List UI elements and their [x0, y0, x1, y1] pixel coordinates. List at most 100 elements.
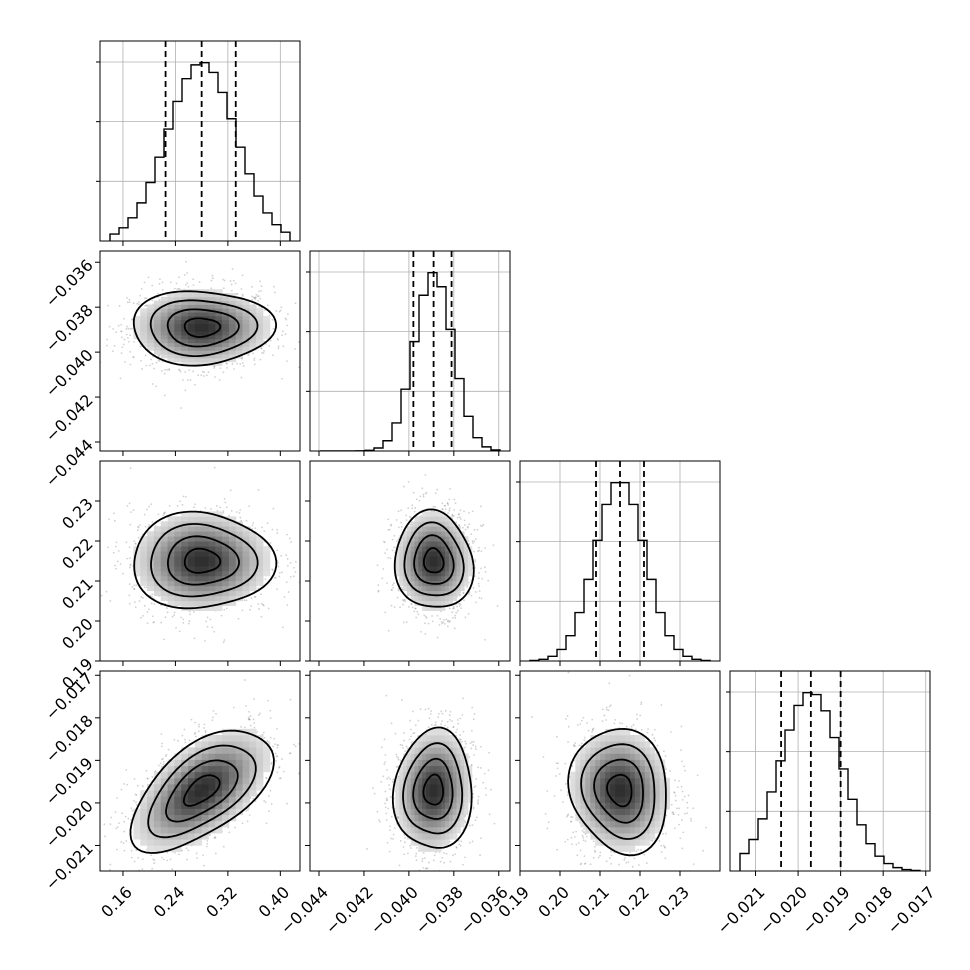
sample-point — [448, 507, 451, 510]
density-cell — [188, 296, 196, 302]
sample-point — [390, 588, 393, 591]
sample-point — [137, 303, 140, 305]
sample-point — [143, 281, 146, 284]
density-cell — [242, 546, 250, 552]
density-cell — [167, 595, 175, 602]
sample-point — [185, 495, 187, 498]
density-cell — [249, 541, 257, 547]
sample-point — [151, 615, 154, 618]
sample-point — [463, 599, 465, 602]
density-cell — [235, 590, 243, 597]
sample-point — [128, 546, 131, 549]
sample-point — [239, 509, 242, 511]
sample-point — [213, 466, 216, 469]
density-cell — [147, 551, 155, 557]
density-cell — [222, 346, 230, 351]
sample-point — [153, 603, 156, 606]
density-cell — [215, 342, 223, 347]
density-cell — [235, 335, 243, 340]
sample-point — [124, 361, 126, 363]
sample-point — [223, 279, 226, 282]
density-cell — [215, 590, 223, 597]
density-cell — [215, 516, 223, 522]
sample-point — [134, 601, 136, 603]
density-cell — [222, 327, 230, 332]
density-cell — [167, 541, 175, 547]
density-cell — [256, 338, 264, 344]
density-cell — [418, 565, 423, 572]
density-cell — [188, 546, 196, 552]
sample-point — [266, 522, 269, 525]
density-cell — [188, 293, 196, 298]
sample-point — [146, 622, 149, 625]
sample-point — [215, 505, 218, 507]
density-cell — [147, 338, 155, 344]
density-cell — [174, 590, 182, 597]
density-cell — [194, 361, 203, 367]
sample-point — [390, 524, 393, 527]
density-cell — [263, 565, 271, 572]
sample-point — [464, 616, 467, 619]
sample-point — [201, 370, 204, 373]
density-cell — [188, 536, 196, 542]
sample-point — [392, 586, 395, 589]
density-cell — [242, 304, 250, 309]
density-cell — [201, 570, 209, 577]
sample-point — [400, 526, 403, 528]
sample-point — [430, 509, 433, 512]
density-cell — [228, 575, 237, 582]
sample-point — [184, 283, 187, 286]
density-cell — [228, 526, 237, 532]
sample-point — [253, 296, 255, 299]
density-cell — [215, 312, 223, 317]
sample-point — [397, 510, 400, 513]
density-cell — [222, 319, 230, 324]
sample-point — [163, 512, 166, 515]
density-cell — [167, 346, 175, 351]
density-cell — [174, 300, 182, 305]
sample-point — [276, 532, 279, 535]
density-cell — [410, 521, 415, 527]
sample-point — [157, 292, 160, 295]
density-cell — [194, 304, 203, 309]
panel-content — [310, 251, 510, 451]
sample-point — [436, 636, 439, 639]
sample-point — [280, 306, 283, 309]
density-cell — [414, 595, 419, 602]
density-cell — [208, 565, 216, 572]
density-cell — [418, 521, 423, 527]
density-cell — [235, 312, 243, 317]
sample-point — [460, 607, 462, 610]
sample-point — [458, 524, 461, 527]
sample-point — [129, 334, 132, 337]
density-cell — [167, 546, 175, 552]
density-cell — [181, 335, 189, 340]
density-cell — [201, 531, 209, 537]
sample-point — [151, 284, 154, 287]
sample-point — [424, 474, 427, 476]
sample-point — [213, 367, 216, 369]
sample-point — [237, 617, 240, 620]
density-cell — [194, 561, 203, 567]
density-cell — [215, 551, 223, 557]
sample-point — [282, 345, 285, 348]
sample-point — [249, 608, 251, 611]
sample-point — [484, 566, 486, 569]
sample-point — [113, 519, 116, 522]
sample-point — [180, 407, 182, 409]
sample-point — [278, 575, 281, 578]
panel-1-1 — [306, 250, 511, 456]
density-cell — [133, 315, 141, 321]
density-cell — [222, 315, 230, 321]
density-cell — [228, 595, 237, 602]
density-cell — [194, 331, 203, 336]
density-cell — [395, 570, 400, 577]
density-cell — [201, 526, 209, 532]
density-cell — [160, 312, 168, 317]
density-cell — [418, 585, 423, 592]
panel-0-0 — [96, 40, 301, 246]
sample-point — [432, 505, 435, 508]
sample-point — [128, 566, 131, 569]
sample-point — [182, 495, 185, 498]
density-cell — [188, 541, 196, 547]
